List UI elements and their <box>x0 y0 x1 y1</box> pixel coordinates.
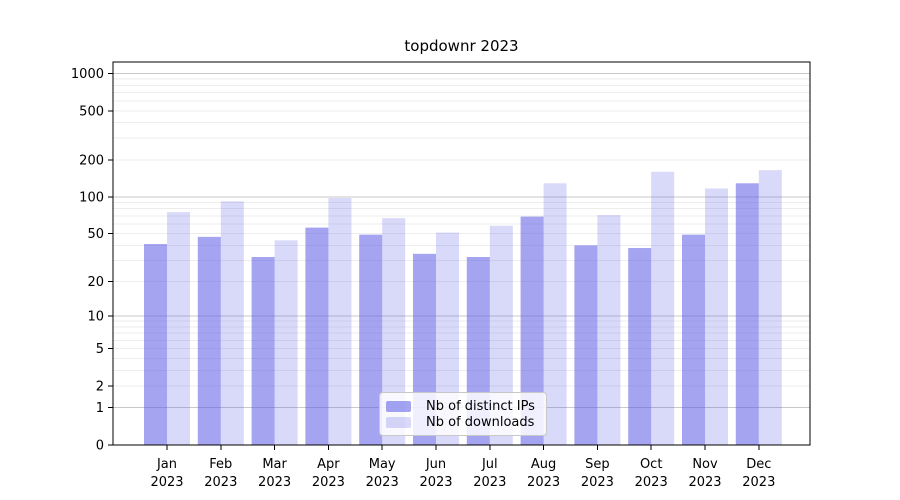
y-tick-label: 100 <box>79 190 104 205</box>
y-tick-label: 500 <box>79 104 104 119</box>
x-tick-label-jul: Jul 2023 <box>473 457 506 490</box>
bar-downloads-may <box>382 218 406 445</box>
x-tick-label-feb: Feb 2023 <box>204 457 237 490</box>
bar-distinct-ips-apr <box>305 227 329 445</box>
bar-downloads-aug <box>543 183 567 445</box>
y-tick-label: 200 <box>79 153 104 168</box>
x-tick-label-jan: Jan 2023 <box>150 457 183 490</box>
chart-title: topdownr 2023 <box>404 37 519 55</box>
bar-downloads-jun <box>436 232 459 445</box>
x-tick-label-mar: Mar 2023 <box>258 457 291 490</box>
bar-distinct-ips-may <box>359 234 383 445</box>
x-tick-label-may: May 2023 <box>366 457 399 490</box>
legend-label-downloads: Nb of downloads <box>426 415 535 431</box>
bar-downloads-mar <box>274 240 298 445</box>
legend-swatch-downloads <box>386 417 411 429</box>
y-tick-label: 50 <box>87 227 104 242</box>
bar-distinct-ips-sep <box>574 245 598 445</box>
bar-distinct-ips-aug <box>520 216 544 445</box>
bar-distinct-ips-dec <box>735 183 759 445</box>
legend-item-distinct-ips: Nb of distinct IPs <box>386 400 538 413</box>
x-tick-label-aug: Aug 2023 <box>527 457 560 490</box>
x-tick-label-apr: Apr 2023 <box>312 457 345 490</box>
y-tick-label: 5 <box>96 342 104 357</box>
bar-distinct-ips-jan <box>144 244 167 445</box>
bar-downloads-sep <box>597 215 621 445</box>
y-tick-label: 1 <box>96 401 104 416</box>
bar-distinct-ips-oct <box>628 248 652 445</box>
x-tick-label-dec: Dec 2023 <box>742 457 775 490</box>
plot-frame <box>112 61 811 446</box>
legend-item-downloads: Nb of downloads <box>386 416 538 429</box>
bar-downloads-feb <box>220 201 244 445</box>
bar-downloads-jan <box>167 212 190 445</box>
bar-downloads-oct <box>651 171 675 445</box>
legend-swatch-distinct-ips <box>386 400 411 412</box>
y-tick-label: 10 <box>87 310 104 325</box>
bar-distinct-ips-feb <box>197 236 221 445</box>
bar-distinct-ips-mar <box>251 257 275 445</box>
bar-downloads-dec <box>758 170 782 445</box>
x-tick-label-nov: Nov 2023 <box>688 457 721 490</box>
legend-label-distinct-ips: Nb of distinct IPs <box>426 398 535 414</box>
x-tick-label-sep: Sep 2023 <box>581 457 614 490</box>
bar-downloads-apr <box>328 197 352 445</box>
y-tick-label: 20 <box>87 275 104 290</box>
chart-legend: Nb of distinct IPs Nb of downloads <box>379 392 547 436</box>
y-tick-label: 0 <box>96 439 104 454</box>
y-tick-label: 1000 <box>71 67 104 82</box>
x-tick-label-oct: Oct 2023 <box>635 457 668 490</box>
y-tick-label: 2 <box>96 379 104 394</box>
bar-downloads-nov <box>705 188 728 445</box>
bar-distinct-ips-nov <box>682 234 705 445</box>
bar-downloads-jul <box>489 225 513 445</box>
x-tick-label-jun: Jun 2023 <box>419 457 452 490</box>
